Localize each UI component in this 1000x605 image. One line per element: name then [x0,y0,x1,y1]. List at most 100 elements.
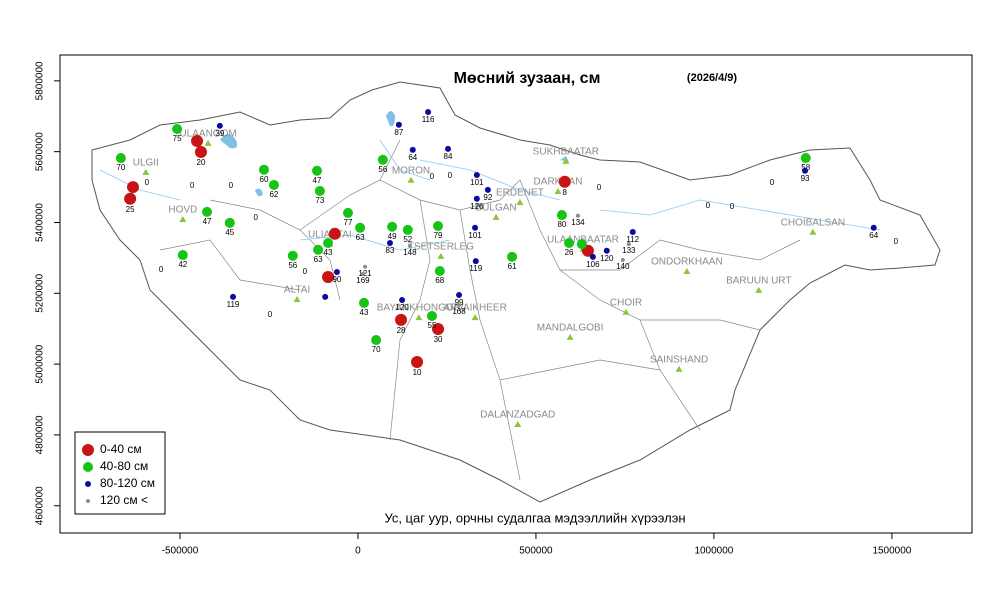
station-value: 70 [116,163,125,172]
city-name: ONDORKHAAN [651,257,723,268]
station-marker [473,195,480,202]
city-name: ULAANGOM [179,129,236,140]
legend-marker [82,444,94,456]
station-value: 84 [444,152,453,161]
station-marker [126,181,139,194]
station-marker [287,250,298,261]
station-marker [194,146,207,159]
city-name: CHOIR [610,297,642,308]
station-marker [556,210,567,221]
station-value: 45 [225,228,234,237]
station-marker [484,186,491,193]
station-value: 25 [126,205,135,214]
city-name: BULGAN [476,203,517,214]
station-marker [800,153,811,164]
credit: Ус, цаг уур, орчны судалгаа мэдээллийн х… [384,510,685,525]
station-marker [456,292,463,299]
legend-label: 0-40 см [100,442,142,456]
station-value: 43 [324,248,333,257]
station-value: 0 [597,183,602,192]
station-marker [323,238,334,249]
city-marker [293,296,301,303]
station-value: 52 [403,235,412,244]
station-marker [426,310,437,321]
station-marker [191,135,204,148]
country-outline [91,81,941,503]
station-marker [230,293,237,300]
station-value: 63 [314,255,323,264]
station-marker [342,207,353,218]
station-value: 83 [386,246,395,255]
city-marker [204,139,212,146]
station-value: 116 [422,115,435,124]
station-marker [434,265,445,276]
legend-marker [83,462,93,472]
station-marker [360,271,365,276]
city-marker [492,213,500,220]
station-marker [576,239,587,250]
station-marker [457,302,462,307]
station-marker [626,242,631,247]
city-marker [683,268,691,275]
city-name: CHOIBALSAN [781,217,845,228]
station-marker [216,122,223,129]
station-marker [432,323,445,336]
city-marker [471,314,479,321]
station-value: 120 [600,254,614,263]
station-value: 92 [483,193,492,202]
station-value: 75 [173,134,182,143]
station-marker [589,253,596,260]
station-value: 0 [303,267,308,276]
station-value: 62 [269,190,278,199]
station-marker [603,247,610,254]
station-marker [386,240,393,247]
station-marker [387,221,398,232]
station-value: 0 [145,178,150,187]
station-marker [258,164,269,175]
station-value: 30 [434,335,443,344]
station-value: 79 [434,231,443,240]
station-marker [172,124,183,135]
station-value: 68 [435,276,444,285]
station-value: 0 [706,201,711,210]
station-marker [395,121,402,128]
city-name: TSETSERLEG [408,241,474,252]
station-value: 87 [394,128,403,137]
station-value: 73 [315,196,324,205]
station-value: 47 [203,217,212,226]
station-marker [333,269,340,276]
station-value: 140 [616,262,630,271]
station-value: 26 [565,248,574,257]
station-value: 10 [413,368,422,377]
legend-marker [86,499,90,503]
station-value: 0 [229,181,234,190]
city-name: MANDALGOBI [537,323,604,334]
station-value: 134 [571,218,585,227]
station-value: 0 [894,237,899,246]
city-name: ERDENET [496,188,544,199]
station-marker [629,229,636,236]
station-value: 120 [395,303,409,312]
station-value: 47 [313,176,322,185]
city-name: BARUUN URT [726,275,791,286]
station-value: 39 [215,129,224,138]
y-tick-label: 5600000 [35,132,46,171]
station-marker [425,109,432,116]
station-value: 0 [448,171,453,180]
city-marker [437,252,445,259]
station-value: 64 [408,153,417,162]
station-value: 70 [372,345,381,354]
station-value: 63 [356,233,365,242]
station-marker [322,293,329,300]
city-marker [675,365,683,372]
station-marker [312,165,323,176]
station-marker [115,153,126,164]
station-marker [377,154,388,165]
station-marker [359,297,369,308]
station-value: 61 [508,262,517,271]
station-marker [124,192,137,205]
station-value: 133 [622,246,636,255]
legend-marker [85,481,91,487]
y-tick-label: 5200000 [35,273,46,312]
